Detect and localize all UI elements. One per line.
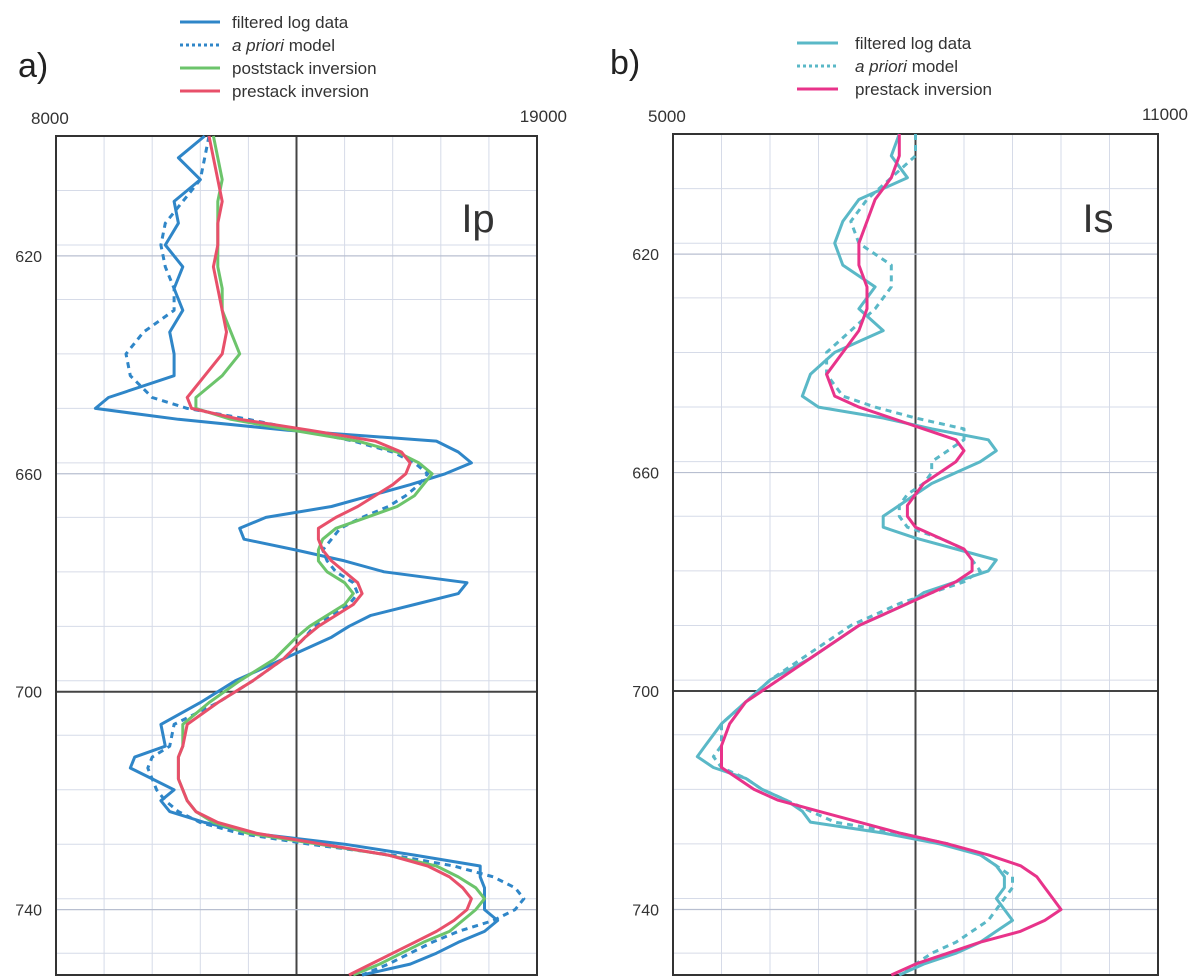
panel-b: 620 660 700 740 5000 11000 b) Is filtered log da… [610,34,1188,977]
plot-frame [55,135,538,976]
x-max-label: 11000 [1142,105,1188,124]
panel-label: a) [18,47,48,85]
legend: filtered log data a priori model poststack… [180,13,377,101]
plot-title: Is [1082,197,1113,241]
legend-label: filtered log data [232,13,349,32]
legend-label-italic: a priori [855,57,908,76]
grid [56,135,537,975]
series-line-a-priori-model [124,135,526,977]
panel-label: b) [610,44,640,82]
series-line-poststack-inversion [176,135,486,977]
legend-label: prestack inversion [855,80,992,99]
legend-label: a priori model [232,36,335,55]
series-line-prestack-inversion [176,135,473,977]
legend-label: filtered log data [855,34,972,53]
legend-label: prestack inversion [232,82,369,101]
y-tick-label: 740 [632,902,659,919]
y-tick-label: 620 [15,249,42,266]
plot-title: Ip [461,197,494,241]
legend-label: poststack inversion [232,59,377,78]
y-tick-label: 740 [15,903,42,920]
y-tick-label: 620 [632,247,659,264]
y-tick-label: 660 [15,467,42,484]
legend: filtered log data a priori model prestack … [797,34,992,99]
series-group [695,133,1063,977]
legend-label-rest: model [284,36,335,55]
series-group [93,134,526,977]
grid [673,133,1158,975]
panel-a: 620 660 700 740 8000 19000 a) Ip filtered log da… [15,13,567,977]
y-tick-label: 700 [15,685,42,702]
legend-label-italic: a priori [232,36,285,55]
x-min-label: 8000 [31,109,69,128]
series-line-prestack-inversion [720,134,1063,977]
x-max-label: 19000 [520,107,567,126]
x-min-label: 5000 [648,107,686,126]
series-line-filtered-log-data [93,134,500,977]
legend-label: a priori model [855,57,958,76]
y-tick-label: 660 [632,466,659,483]
legend-label-rest: model [907,57,958,76]
y-tick-label: 700 [632,684,659,701]
